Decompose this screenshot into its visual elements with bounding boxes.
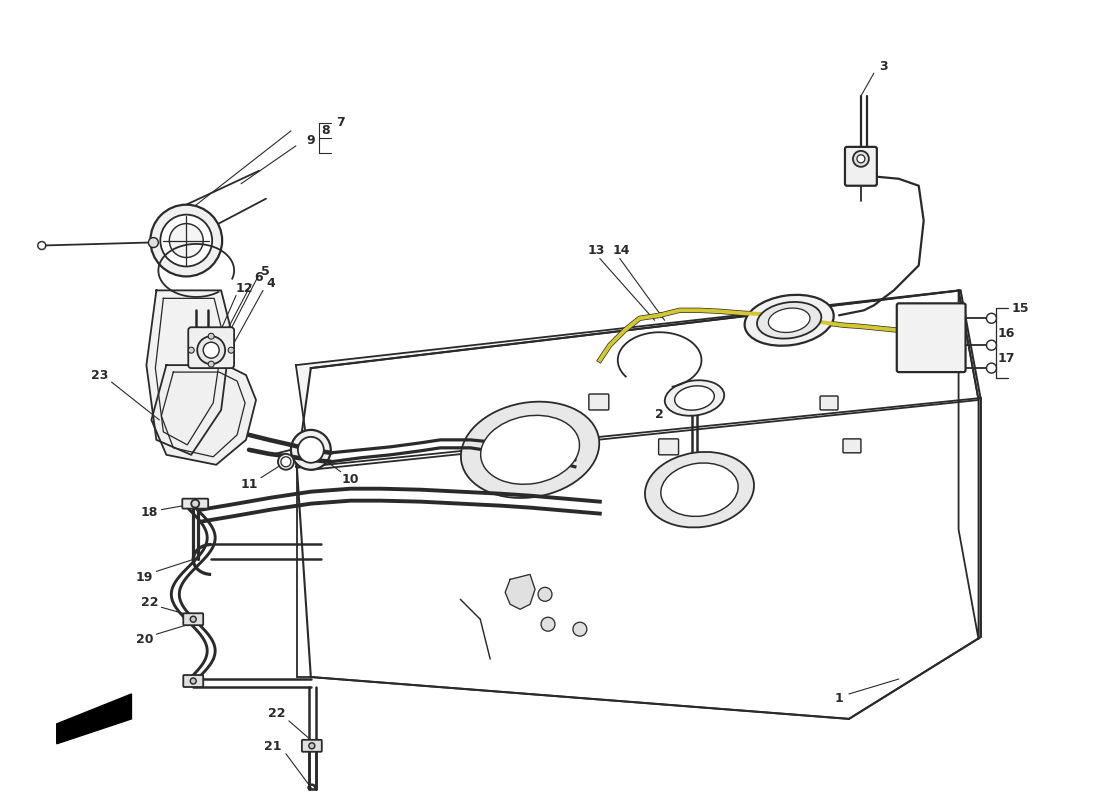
Text: 13: 13 <box>587 244 605 257</box>
Text: 21: 21 <box>264 740 282 754</box>
Text: 6: 6 <box>255 271 263 284</box>
Text: 18: 18 <box>141 506 158 519</box>
Circle shape <box>987 363 997 373</box>
FancyBboxPatch shape <box>184 614 204 626</box>
Ellipse shape <box>169 224 204 258</box>
FancyBboxPatch shape <box>821 396 838 410</box>
Circle shape <box>280 457 290 466</box>
FancyBboxPatch shape <box>184 675 204 687</box>
Text: 2: 2 <box>656 409 664 422</box>
Text: 11: 11 <box>240 478 257 491</box>
Text: 4: 4 <box>266 277 275 290</box>
Polygon shape <box>505 574 535 610</box>
Ellipse shape <box>664 380 724 416</box>
Text: a passion for parts.studs: a passion for parts.studs <box>406 438 714 462</box>
Text: 7: 7 <box>337 117 345 130</box>
Text: 20: 20 <box>135 633 153 646</box>
Text: 15: 15 <box>1012 302 1030 315</box>
Text: 19: 19 <box>135 571 153 584</box>
Polygon shape <box>958 290 979 639</box>
Text: 10: 10 <box>342 474 360 486</box>
Circle shape <box>148 238 158 247</box>
Circle shape <box>188 347 195 353</box>
Circle shape <box>987 314 997 323</box>
Ellipse shape <box>461 402 600 498</box>
Text: 1: 1 <box>835 693 844 706</box>
Circle shape <box>538 587 552 602</box>
Circle shape <box>290 430 331 470</box>
Circle shape <box>573 622 587 636</box>
Text: 14: 14 <box>613 244 630 257</box>
Circle shape <box>190 678 196 684</box>
Polygon shape <box>152 365 256 465</box>
Ellipse shape <box>757 302 822 338</box>
Text: 17: 17 <box>998 352 1015 365</box>
Text: 8: 8 <box>321 125 330 138</box>
Circle shape <box>228 347 234 353</box>
Circle shape <box>197 336 226 364</box>
Circle shape <box>987 340 997 350</box>
Text: 23: 23 <box>91 369 108 382</box>
Circle shape <box>37 242 46 250</box>
Polygon shape <box>146 290 231 455</box>
Text: 9: 9 <box>307 134 315 147</box>
FancyBboxPatch shape <box>183 498 208 509</box>
Text: 12: 12 <box>235 282 253 295</box>
Circle shape <box>208 334 214 339</box>
Ellipse shape <box>745 295 834 346</box>
Circle shape <box>541 618 556 631</box>
Circle shape <box>309 743 315 749</box>
Text: 22: 22 <box>141 596 158 609</box>
Polygon shape <box>57 694 132 744</box>
Ellipse shape <box>674 386 714 410</box>
Circle shape <box>857 155 865 163</box>
Text: 5: 5 <box>261 265 270 278</box>
Text: 22: 22 <box>268 707 286 721</box>
Circle shape <box>208 361 214 367</box>
FancyBboxPatch shape <box>659 439 679 455</box>
Text: eurospecs: eurospecs <box>400 350 879 430</box>
Ellipse shape <box>769 308 810 333</box>
Ellipse shape <box>151 205 222 277</box>
FancyBboxPatch shape <box>301 740 322 752</box>
FancyBboxPatch shape <box>896 303 966 372</box>
FancyBboxPatch shape <box>588 394 608 410</box>
Circle shape <box>278 454 294 470</box>
Text: 16: 16 <box>998 326 1015 340</box>
FancyBboxPatch shape <box>845 147 877 186</box>
Circle shape <box>204 342 219 358</box>
Circle shape <box>190 616 196 622</box>
Ellipse shape <box>661 463 738 516</box>
Circle shape <box>298 437 323 462</box>
Ellipse shape <box>161 214 212 266</box>
Circle shape <box>191 500 199 508</box>
Polygon shape <box>297 290 980 719</box>
Ellipse shape <box>481 415 580 484</box>
Circle shape <box>852 151 869 167</box>
Ellipse shape <box>645 452 754 527</box>
FancyBboxPatch shape <box>188 327 234 368</box>
Polygon shape <box>296 290 979 470</box>
FancyBboxPatch shape <box>843 439 861 453</box>
Text: 3: 3 <box>880 60 888 73</box>
